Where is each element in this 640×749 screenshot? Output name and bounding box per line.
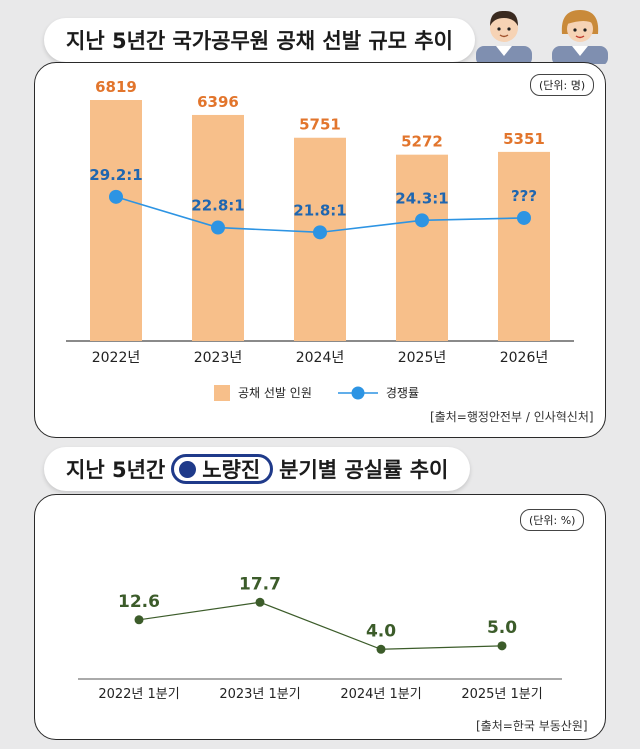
location-highlight: 노량진 bbox=[171, 454, 274, 484]
x-tick-label: 2025년 bbox=[398, 350, 447, 366]
ratio-point bbox=[211, 220, 225, 235]
vacancy-line bbox=[138, 601, 503, 650]
legend-bar-swatch bbox=[214, 384, 230, 401]
ratio-label: ??? bbox=[511, 187, 537, 205]
vacancy-point bbox=[497, 641, 507, 651]
ratio-point bbox=[415, 213, 429, 228]
chart2-source: [출처=한국 부동산원] bbox=[476, 719, 588, 733]
vacancy-point bbox=[376, 644, 386, 654]
vacancy-label: 4.0 bbox=[366, 621, 396, 641]
male-officer-icon bbox=[476, 10, 532, 64]
legend-bar-label: 공채 선발 인원 bbox=[238, 386, 312, 400]
female-officer-icon bbox=[552, 10, 608, 64]
bar bbox=[294, 137, 346, 341]
chart1-legend: 공채 선발 인원 경쟁률 bbox=[214, 384, 419, 401]
vacancy-label: 5.0 bbox=[487, 618, 517, 638]
ratio-label: 24.3:1 bbox=[395, 189, 448, 207]
legend-line-swatch bbox=[337, 386, 378, 399]
chart2-unit: (단위: %) bbox=[520, 509, 585, 531]
ratio-point bbox=[313, 225, 327, 240]
x-tick-label: 2024년 1분기 bbox=[340, 687, 421, 702]
chart2-title-highlight: 노량진 bbox=[202, 458, 261, 482]
chart2-title: 지난 5년간 노량진 분기별 공실률 추이 bbox=[44, 447, 471, 491]
bar bbox=[498, 151, 550, 341]
x-tick-label: 2022년 bbox=[92, 350, 141, 366]
x-tick-label: 2023년 1분기 bbox=[219, 687, 300, 702]
bar-value-label: 6396 bbox=[197, 93, 239, 111]
officer-illustration bbox=[476, 10, 608, 64]
chart1-unit: (단위: 명) bbox=[530, 74, 595, 96]
x-tick-label: 2024년 bbox=[296, 350, 345, 366]
x-tick-label: 2026년 bbox=[500, 350, 549, 366]
bar bbox=[396, 154, 448, 341]
chart1-title: 지난 5년간 국가공무원 공채 선발 규모 추이 bbox=[44, 18, 475, 62]
chart1-source: [출처=행정안전부 / 인사혁신처] bbox=[430, 410, 594, 424]
bar bbox=[90, 100, 142, 341]
x-tick-label: 2023년 bbox=[194, 350, 243, 366]
chart2-title-prefix: 지난 5년간 bbox=[66, 458, 166, 482]
vacancy-label: 12.6 bbox=[118, 592, 160, 612]
bar-value-label: 6819 bbox=[95, 78, 137, 96]
x-tick-label: 2025년 1분기 bbox=[461, 687, 542, 702]
x-tick-label: 2022년 1분기 bbox=[98, 687, 179, 702]
bar-value-label: 5351 bbox=[503, 130, 545, 148]
chart2-title-suffix: 분기별 공실률 추이 bbox=[279, 458, 449, 482]
bar-value-label: 5751 bbox=[299, 116, 341, 134]
vacancy-label: 17.7 bbox=[239, 574, 281, 594]
vacancy-point bbox=[255, 597, 265, 607]
ratio-label: 29.2:1 bbox=[89, 166, 142, 184]
legend-line-label: 경쟁률 bbox=[385, 386, 419, 400]
ratio-label: 21.8:1 bbox=[293, 201, 346, 219]
chart2-card bbox=[34, 494, 606, 740]
vacancy-point bbox=[134, 615, 144, 625]
ratio-point bbox=[517, 210, 531, 225]
ratio-point bbox=[109, 189, 123, 204]
bar-value-label: 5272 bbox=[401, 133, 443, 151]
chart1-plot: 6819 2022년 6396 2023년 5751 2024년 5272 2025년 5351… bbox=[66, 78, 574, 366]
ratio-label: 22.8:1 bbox=[191, 197, 244, 215]
location-dot-icon bbox=[179, 460, 197, 478]
